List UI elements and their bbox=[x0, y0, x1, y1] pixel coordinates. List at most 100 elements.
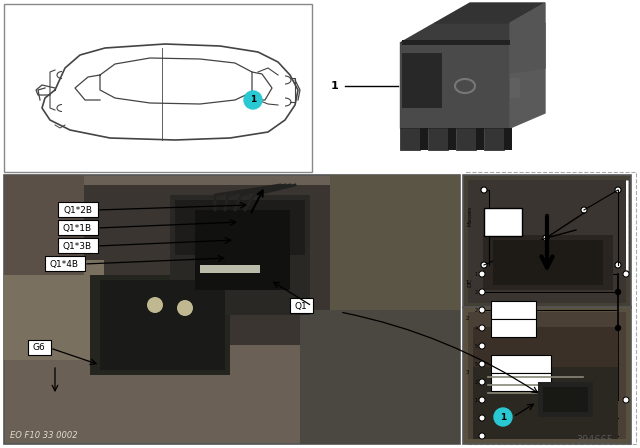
Text: 1: 1 bbox=[465, 280, 468, 285]
Bar bbox=[491, 373, 551, 391]
Bar bbox=[493, 240, 603, 285]
Circle shape bbox=[479, 361, 485, 367]
Bar bbox=[491, 301, 536, 319]
Bar bbox=[543, 387, 588, 412]
Bar bbox=[428, 128, 448, 150]
Bar bbox=[200, 265, 260, 273]
Bar bbox=[484, 128, 504, 150]
Bar bbox=[400, 128, 420, 150]
Bar bbox=[484, 208, 522, 236]
Bar bbox=[476, 128, 484, 150]
Bar bbox=[468, 312, 626, 439]
Text: 394665: 394665 bbox=[577, 435, 613, 445]
Bar bbox=[466, 172, 636, 444]
Text: Q1*2B: Q1*2B bbox=[63, 206, 92, 215]
FancyBboxPatch shape bbox=[28, 340, 51, 356]
Bar bbox=[4, 260, 104, 360]
Bar bbox=[456, 128, 476, 150]
Circle shape bbox=[479, 433, 485, 439]
Polygon shape bbox=[510, 23, 545, 128]
Text: Q1*4B: Q1*4B bbox=[50, 259, 79, 268]
Circle shape bbox=[623, 271, 629, 277]
Circle shape bbox=[479, 271, 485, 277]
Bar bbox=[170, 195, 310, 315]
Bar bbox=[300, 310, 460, 444]
Circle shape bbox=[479, 325, 485, 331]
Text: Masses: Masses bbox=[467, 206, 472, 226]
FancyBboxPatch shape bbox=[45, 257, 84, 271]
Polygon shape bbox=[435, 3, 545, 23]
Text: 2: 2 bbox=[474, 379, 477, 384]
Bar bbox=[473, 367, 618, 439]
Text: 5: 5 bbox=[474, 362, 477, 366]
Bar bbox=[491, 355, 551, 373]
Circle shape bbox=[616, 289, 621, 294]
Bar bbox=[448, 128, 456, 150]
Bar bbox=[4, 175, 84, 275]
Text: Q1*1B: Q1*1B bbox=[63, 224, 92, 233]
FancyBboxPatch shape bbox=[58, 202, 97, 217]
Circle shape bbox=[615, 262, 621, 268]
Circle shape bbox=[581, 207, 587, 213]
Bar bbox=[4, 175, 460, 444]
Text: 2: 2 bbox=[474, 307, 477, 313]
Polygon shape bbox=[400, 43, 510, 128]
Bar bbox=[504, 128, 512, 150]
Bar bbox=[473, 327, 618, 387]
Circle shape bbox=[479, 415, 485, 421]
Text: 3: 3 bbox=[465, 370, 468, 375]
Circle shape bbox=[479, 397, 485, 403]
Bar bbox=[100, 280, 225, 370]
Bar bbox=[474, 180, 628, 270]
Bar bbox=[483, 235, 613, 290]
Circle shape bbox=[481, 262, 487, 268]
Bar bbox=[463, 175, 631, 308]
Text: 2: 2 bbox=[465, 316, 468, 322]
Bar bbox=[420, 128, 428, 150]
Polygon shape bbox=[510, 3, 545, 73]
Bar bbox=[90, 275, 230, 375]
Circle shape bbox=[543, 235, 549, 241]
Text: 2: 2 bbox=[474, 289, 477, 294]
Text: G6: G6 bbox=[33, 344, 45, 353]
Text: 1: 1 bbox=[474, 271, 477, 276]
FancyBboxPatch shape bbox=[58, 220, 97, 236]
Circle shape bbox=[479, 379, 485, 385]
Text: 5: 5 bbox=[474, 344, 477, 349]
Text: 1: 1 bbox=[474, 397, 477, 402]
Bar bbox=[468, 180, 626, 303]
Circle shape bbox=[481, 187, 487, 193]
Text: Q1: Q1 bbox=[294, 302, 307, 310]
Circle shape bbox=[177, 300, 193, 316]
Bar bbox=[80, 185, 330, 345]
Bar bbox=[463, 307, 631, 444]
FancyBboxPatch shape bbox=[58, 238, 97, 254]
Polygon shape bbox=[400, 23, 545, 43]
Text: 1: 1 bbox=[330, 81, 338, 91]
Circle shape bbox=[615, 187, 621, 193]
Circle shape bbox=[244, 91, 262, 109]
Bar bbox=[318, 4, 636, 172]
Bar bbox=[402, 40, 510, 45]
Bar bbox=[175, 200, 305, 255]
Bar bbox=[538, 382, 593, 417]
Text: 1: 1 bbox=[500, 413, 506, 422]
Circle shape bbox=[147, 297, 163, 313]
Text: DC: DC bbox=[467, 277, 472, 287]
Text: 4: 4 bbox=[474, 326, 477, 331]
Bar bbox=[4, 4, 312, 172]
Text: Q1*3B: Q1*3B bbox=[63, 241, 92, 250]
Bar bbox=[195, 210, 290, 290]
Text: EO F10 33 0002: EO F10 33 0002 bbox=[10, 431, 77, 440]
Bar bbox=[491, 319, 536, 337]
Circle shape bbox=[623, 397, 629, 403]
Bar bbox=[330, 175, 460, 345]
Text: 1: 1 bbox=[250, 95, 256, 104]
Circle shape bbox=[494, 408, 512, 426]
Circle shape bbox=[616, 326, 621, 331]
Bar bbox=[510, 78, 520, 98]
FancyBboxPatch shape bbox=[289, 298, 312, 314]
Circle shape bbox=[479, 289, 485, 295]
Circle shape bbox=[479, 307, 485, 313]
Circle shape bbox=[479, 343, 485, 349]
